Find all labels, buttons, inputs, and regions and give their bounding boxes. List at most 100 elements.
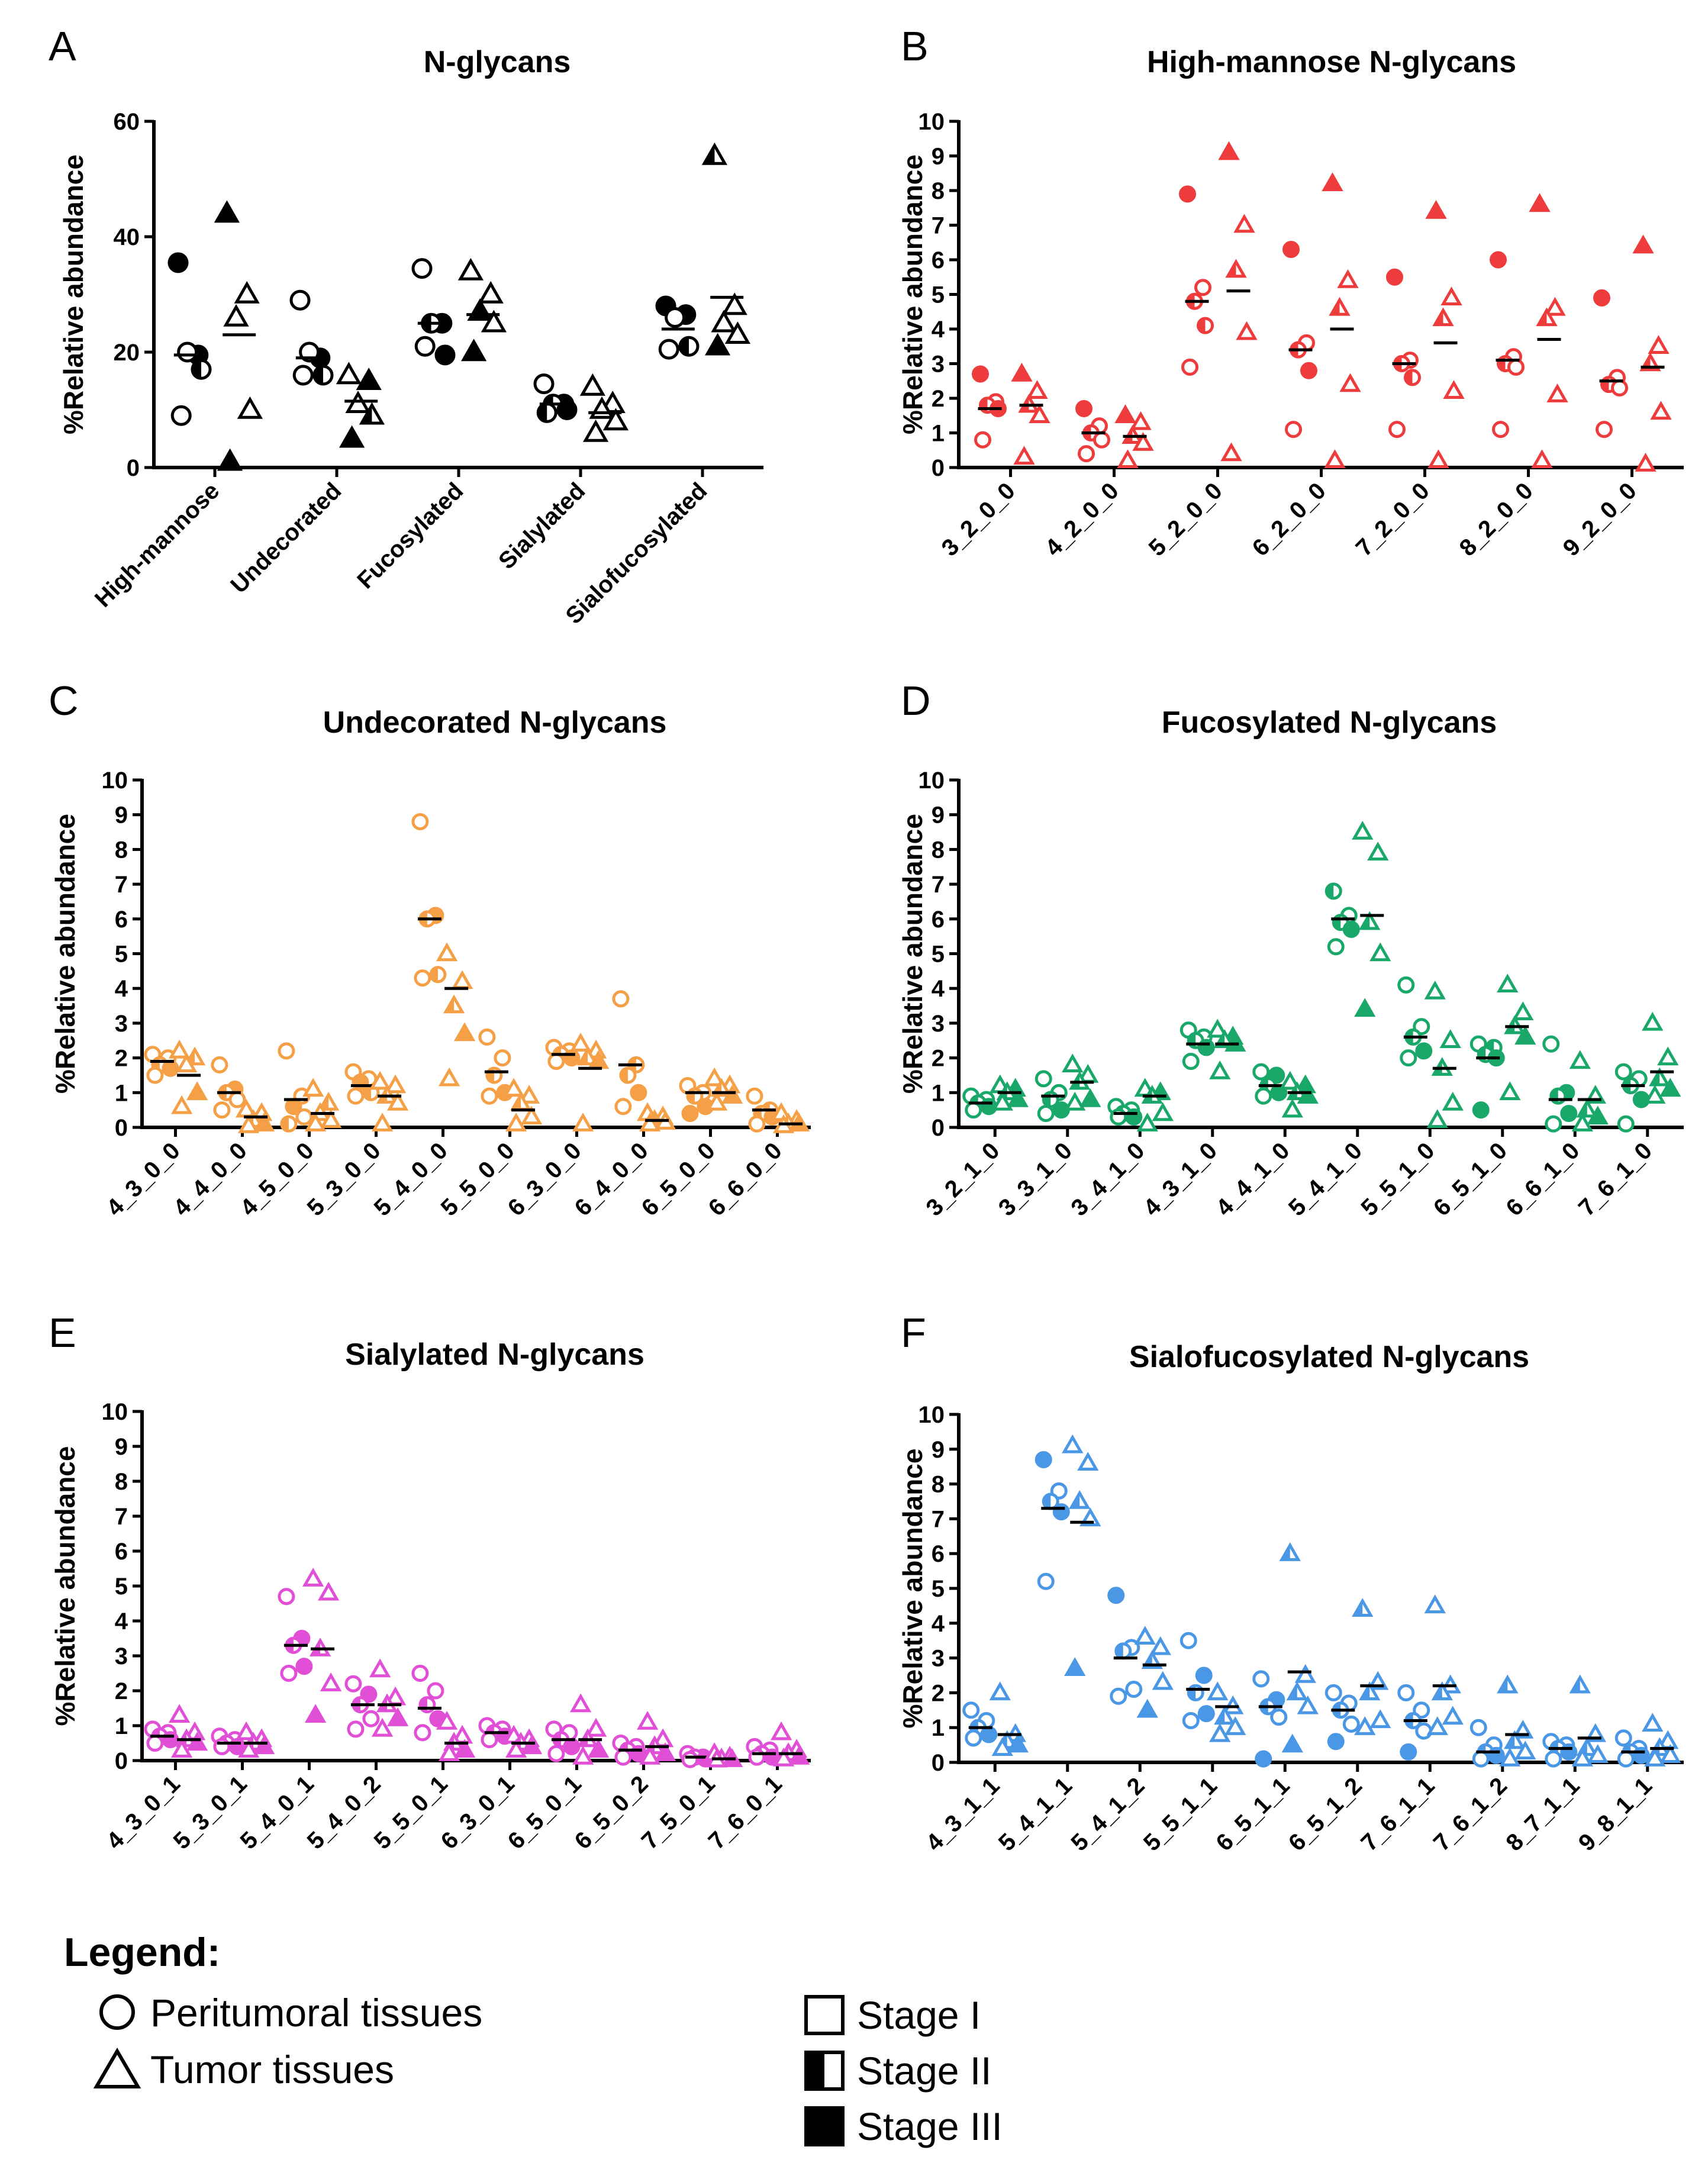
- peritumoral-point: [167, 252, 189, 273]
- x-tick-label: 5_4_0_0: [369, 1137, 453, 1221]
- tumor-point-half-fill: [1331, 299, 1340, 315]
- tumor-point: [1352, 820, 1374, 840]
- tumor-point: [371, 1717, 394, 1737]
- tumor-point: [502, 1078, 525, 1097]
- peritumoral-point-half-fill: [1405, 370, 1413, 385]
- tumor-point: [1297, 1695, 1319, 1714]
- tumor-point: [467, 298, 493, 321]
- tumor-point: [704, 333, 731, 356]
- tumor-point: [223, 304, 249, 327]
- tumor-point: [1062, 1434, 1084, 1453]
- peritumoral-point: [481, 1087, 498, 1105]
- legend: Legend: Peritumoral tissues Tumor tissue…: [64, 1930, 1003, 2148]
- legend-tumor-label: Tumor tissues: [150, 2048, 394, 2091]
- x-tick-label: Sialylated: [494, 478, 590, 574]
- tumor-point: [1281, 1733, 1303, 1753]
- peritumoral-point: [292, 365, 314, 386]
- tumor-point: [1544, 296, 1566, 316]
- x-tick-label: High-mannose: [90, 478, 225, 613]
- y-tick-label: 3: [932, 1011, 945, 1037]
- peritumoral-point: [630, 1084, 647, 1101]
- tumor-point: [1514, 1740, 1536, 1760]
- peritumoral-point: [1342, 1715, 1360, 1733]
- chart-title: High-mannose N-glycans: [1147, 45, 1516, 79]
- tumor-point: [639, 1745, 661, 1765]
- y-tick-label: 10: [919, 109, 945, 135]
- tumor-point: [1571, 1113, 1593, 1132]
- y-tick-label: 6: [932, 247, 945, 273]
- peritumoral-point: [146, 1735, 164, 1752]
- tumor-point: [1354, 1716, 1376, 1735]
- tumor-point-half-fill: [362, 405, 372, 424]
- peritumoral-point: [213, 1101, 231, 1119]
- tumor-point: [1294, 1664, 1316, 1683]
- y-axis-label: %Relative abundance: [58, 154, 89, 434]
- peritumoral-point: [295, 1108, 313, 1126]
- tumor-point: [1209, 1723, 1231, 1742]
- tumor-point: [1136, 1698, 1158, 1718]
- tumor-point: [1648, 335, 1670, 354]
- x-tick-label: 5_4_0_1: [236, 1771, 319, 1854]
- chart-title: Undecorated N-glycans: [323, 705, 667, 740]
- tumor-point: [1220, 442, 1242, 462]
- peritumoral-point: [347, 1720, 365, 1738]
- peritumoral-point: [414, 1724, 431, 1742]
- y-tick-label: 5: [932, 942, 945, 968]
- peritumoral-point: [1037, 1572, 1055, 1590]
- tumor-point: [1650, 401, 1672, 420]
- tumor-point-half-fill: [1227, 262, 1236, 276]
- tumor-point: [356, 368, 382, 391]
- peritumoral-point: [411, 1665, 429, 1682]
- tumor-point: [1440, 286, 1462, 306]
- tumor-point: [1367, 842, 1389, 860]
- tumor-point: [1236, 321, 1258, 340]
- tumor-point: [587, 1739, 610, 1758]
- tumor-point: [1426, 1109, 1448, 1128]
- tumor-point: [386, 1091, 409, 1111]
- peritumoral-point: [289, 289, 311, 311]
- x-tick-label: 4_3_1_1: [921, 1772, 1004, 1856]
- tumor-point-half-fill: [1435, 310, 1443, 325]
- tumor-point: [1442, 1091, 1464, 1111]
- tumor-point: [371, 1113, 394, 1132]
- tumor-point-half-fill: [1578, 1101, 1587, 1116]
- peritumoral-point: [748, 1115, 766, 1133]
- x-tick-label: 7_6_1_2: [1429, 1772, 1512, 1856]
- tumor-point: [175, 1053, 198, 1073]
- peritumoral-point-half-fill: [314, 366, 323, 384]
- tumor-point: [991, 1737, 1013, 1756]
- peritumoral-point: [1324, 1684, 1342, 1701]
- tumor-point: [1233, 214, 1255, 233]
- x-tick-label: 5_3_0_0: [302, 1137, 386, 1221]
- y-tick-label: 2: [932, 1046, 945, 1072]
- tumor-point: [304, 1704, 327, 1723]
- peritumoral-point: [1614, 1729, 1632, 1747]
- tumor-point: [1322, 172, 1343, 192]
- x-tick-label: 4_4_0_0: [169, 1137, 252, 1221]
- peritumoral-point: [614, 1098, 632, 1116]
- tumor-point-half-fill: [1538, 310, 1547, 325]
- y-tick-label: 3: [115, 1643, 128, 1669]
- tumor-point-half-fill: [1281, 1545, 1290, 1560]
- y-tick-label: 6: [932, 907, 945, 933]
- tumor-point: [253, 1113, 275, 1132]
- tumor-point: [1013, 446, 1035, 465]
- x-tick-label: 9_2_0_0: [1558, 478, 1642, 561]
- x-tick-label: 7_5_0_1: [637, 1771, 720, 1854]
- y-tick-label: 6: [115, 907, 128, 933]
- peritumoral-point: [1107, 1587, 1125, 1604]
- tumor-point: [989, 1681, 1011, 1701]
- x-tick-label: 7_6_1_0: [1574, 1137, 1657, 1221]
- peritumoral-point: [1545, 1750, 1562, 1768]
- tumor-point-half-fill: [1506, 1018, 1515, 1033]
- peritumoral-point: [1252, 1063, 1270, 1081]
- peritumoral-point: [1052, 1503, 1070, 1521]
- x-tick-label: 5_5_1_1: [1139, 1772, 1222, 1856]
- tumor-point: [1337, 269, 1359, 288]
- tumor-point: [168, 1704, 191, 1723]
- peritumoral-point: [1469, 1719, 1487, 1736]
- tumor-point: [1207, 1681, 1229, 1701]
- tumor-point: [770, 1721, 792, 1740]
- tumor-point: [1218, 141, 1240, 160]
- tumor-point: [460, 339, 487, 362]
